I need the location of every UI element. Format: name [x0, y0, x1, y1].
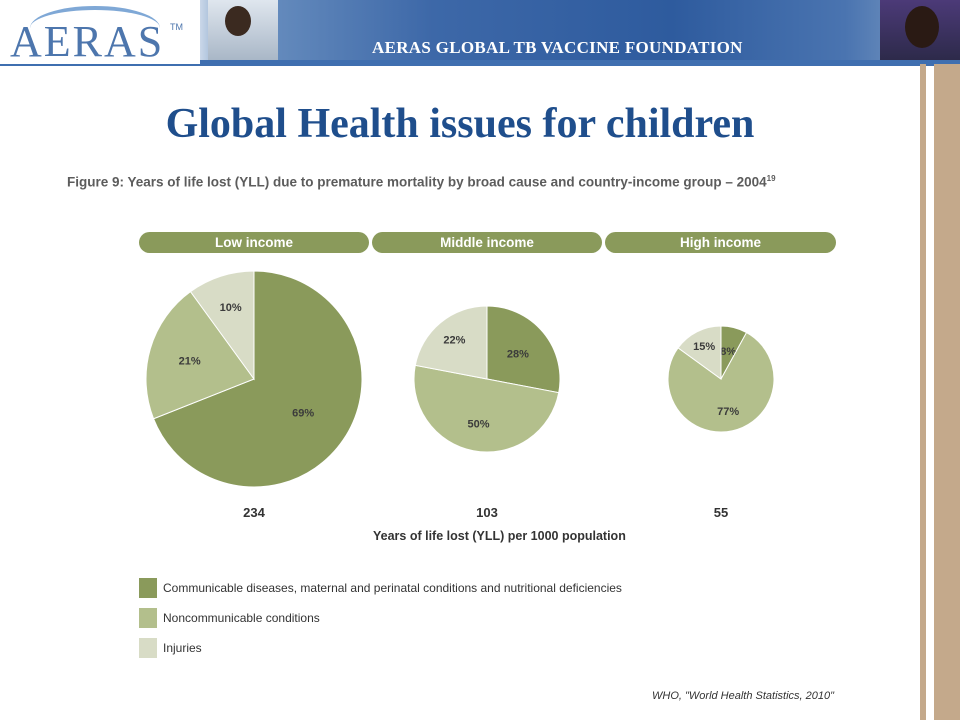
pie-label-middle-income-injuries: 22% [443, 335, 465, 347]
total-yll-middle-income: 103 [476, 505, 498, 520]
pie-slice-middle-income-noncommunicable [413, 364, 560, 453]
pie-slice-high-income-noncommunicable [667, 331, 775, 433]
pie-label-middle-income-communicable: 28% [507, 348, 529, 360]
right-decor-bar-thin [920, 64, 926, 720]
pie-label-middle-income-noncommunicable: 50% [467, 419, 489, 431]
aeras-logo: AERAS [10, 17, 165, 66]
pie-label-low-income-communicable: 69% [292, 407, 314, 419]
pie-slice-middle-income-communicable [486, 305, 561, 394]
legend-label-communicable: Communicable diseases, maternal and peri… [163, 581, 622, 595]
legend-label-injuries: Injuries [163, 641, 202, 655]
logo-area: AERAS TM [0, 0, 200, 66]
pie-label-high-income-injuries: 15% [693, 341, 715, 353]
pie-slice-high-income-injuries [677, 325, 722, 380]
header-strip [0, 60, 960, 66]
figure-caption-text: Figure 9: Years of life lost (YLL) due t… [67, 174, 767, 190]
group-header-middle-income: Middle income [372, 232, 602, 253]
legend-label-noncommunicable: Noncommunicable conditions [163, 611, 320, 625]
figure-caption: Figure 9: Years of life lost (YLL) due t… [67, 174, 776, 190]
logo-trademark: TM [170, 22, 183, 32]
pie-slice-low-income-communicable [152, 270, 363, 488]
slide-title: Global Health issues for children [165, 101, 755, 147]
group-header-low-income: Low income [139, 232, 369, 253]
right-decor-bar-wide [934, 64, 960, 720]
x-axis-label: Years of life lost (YLL) per 1000 popula… [373, 529, 626, 543]
pie-label-high-income-noncommunicable: 77% [717, 406, 739, 418]
header-photo-researcher-figure [225, 6, 251, 36]
pie-label-low-income-injuries: 10% [220, 302, 242, 314]
pie-slice-low-income-noncommunicable [145, 290, 255, 420]
pie-charts: 69% 21% 10% 234 28% 50% 22% 103 8% 77% 15% 55 [145, 270, 775, 520]
logo-arc [30, 6, 160, 50]
legend-swatch-communicable [139, 578, 157, 598]
header-photo-child-figure [905, 6, 939, 48]
total-yll-high-income: 55 [714, 505, 728, 520]
legend-swatch-injuries [139, 638, 157, 658]
legend-swatch-noncommunicable [139, 608, 157, 628]
source-citation: WHO, "World Health Statistics, 2010" [652, 690, 835, 702]
pie-slice-low-income-injuries [189, 270, 255, 381]
group-header-high-income: High income [605, 232, 836, 253]
figure-caption-footnote: 19 [766, 174, 776, 183]
pie-slice-middle-income-injuries [414, 305, 488, 380]
organization-name: AERAS GLOBAL TB VACCINE FOUNDATION [372, 38, 743, 57]
total-yll-low-income: 234 [243, 505, 265, 520]
pie-label-high-income-communicable: 8% [720, 346, 736, 358]
pie-label-low-income-noncommunicable: 21% [179, 355, 201, 367]
